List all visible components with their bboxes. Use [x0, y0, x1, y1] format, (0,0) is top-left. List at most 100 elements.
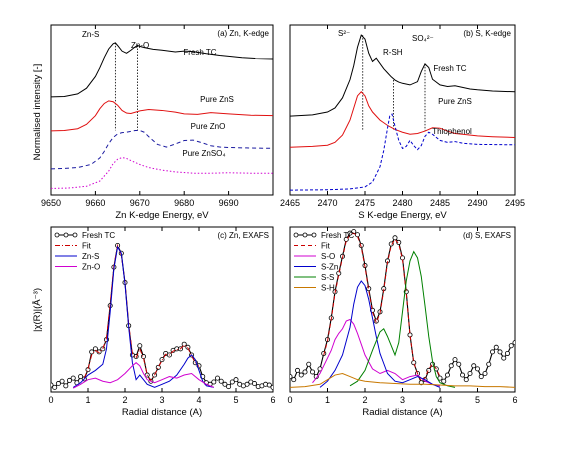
data-point	[290, 374, 293, 380]
edge-annotation: SO₄²⁻	[412, 34, 434, 43]
legend-marker	[63, 232, 69, 238]
x-tick-label: 9680	[174, 198, 194, 208]
data-point	[185, 344, 191, 350]
series-line	[290, 372, 515, 388]
data-point	[211, 379, 217, 385]
legend-label: Fit	[82, 242, 92, 251]
data-point	[489, 349, 495, 355]
legend-label: Fit	[321, 242, 331, 251]
data-point	[251, 381, 257, 387]
x-tick-label: 2495	[505, 198, 525, 208]
panel-c-zn-exafs: 0 1 2 3 4 5 6 Radial distance (A) (c) Zn, EXAFS F…	[48, 226, 276, 418]
series-line	[51, 156, 273, 189]
series-line	[290, 34, 515, 117]
data-point	[233, 377, 239, 383]
data-point	[459, 372, 465, 378]
data-point	[55, 381, 61, 387]
panel-title: (a) Zn, K-edge	[217, 29, 269, 38]
data-point	[291, 377, 297, 383]
panel-title: (c) Zn, EXAFS	[217, 231, 269, 240]
legend-marker	[311, 232, 317, 238]
x-tick-label: 2480	[392, 198, 412, 208]
x-axis-label: Radial distance (A)	[122, 407, 202, 418]
x-tick-label: 5	[475, 395, 480, 405]
x-axis-label: Radial distance (A)	[362, 407, 442, 418]
data-point	[474, 366, 480, 372]
data-point	[437, 375, 443, 381]
data-point	[471, 363, 477, 369]
data-point	[441, 378, 447, 384]
series-line	[319, 280, 441, 388]
legend-label: Fresh TC	[321, 231, 354, 240]
data-point	[266, 382, 272, 388]
data-point	[508, 343, 514, 349]
x-tick-label: 4	[437, 395, 442, 405]
x-tick-label: 1	[85, 395, 90, 405]
data-point	[59, 378, 65, 384]
x-tick-label: 2465	[280, 198, 300, 208]
data-point	[214, 375, 220, 381]
x-tick-label: 6	[270, 395, 275, 405]
series-label: Fresh TC	[183, 48, 216, 57]
y-axis-label-top: Normalised intensity [-]	[32, 64, 43, 161]
data-point	[244, 381, 250, 387]
data-point	[504, 350, 510, 356]
legend-label: S-O	[321, 252, 335, 261]
x-tick-label: 1	[325, 395, 330, 405]
data-point	[448, 363, 454, 369]
data-point	[366, 286, 372, 292]
data-point	[100, 346, 106, 352]
series-label: Pure ZnS	[200, 95, 234, 104]
x-tick-label: 6	[512, 395, 517, 405]
data-point	[444, 372, 450, 378]
x-axis-label: S K-edge Energy, eV	[358, 210, 447, 221]
data-point	[399, 255, 405, 261]
legend-label: S-Zn	[321, 263, 338, 272]
data-point	[493, 344, 499, 350]
series-line	[290, 113, 515, 191]
data-point	[512, 340, 515, 346]
data-point	[497, 349, 503, 355]
data-point	[78, 374, 84, 380]
panel-d-s-exafs: 0 1 2 3 4 5 6 Radial distance (A) (d) S, EXAFS Fr…	[287, 226, 518, 418]
data-point	[452, 357, 458, 363]
series-line	[72, 362, 214, 389]
panel-a-zn-k-edge: 9650 9660 9670 9680 9690 Zn K-edge Energy, eV…	[41, 24, 274, 221]
data-point	[63, 383, 69, 389]
legend-marker	[302, 232, 308, 238]
series-line	[349, 250, 456, 388]
data-point	[229, 379, 235, 385]
data-point	[89, 349, 95, 355]
data-point	[463, 377, 469, 383]
legend-marker	[293, 232, 299, 238]
data-point	[294, 367, 300, 373]
x-tick-label: 3	[159, 395, 164, 405]
data-point	[67, 377, 73, 383]
series-label: Pure ZnSO₄	[182, 149, 225, 158]
x-tick-label: 2470	[317, 198, 337, 208]
x-tick-label: 2	[122, 395, 127, 405]
data-point	[218, 378, 224, 384]
data-point	[140, 354, 146, 360]
data-point	[501, 355, 507, 361]
data-point	[392, 235, 398, 241]
x-axis-label: Zn K-edge Energy, eV	[115, 210, 209, 221]
data-point	[155, 364, 161, 370]
x-tick-label: 3	[400, 395, 405, 405]
x-tick-label: 2475	[355, 198, 375, 208]
legend-label: Zn-S	[82, 252, 99, 261]
x-tick-label: 9660	[85, 198, 105, 208]
x-tick-label: 2485	[430, 198, 450, 208]
x-tick-label: 9670	[130, 198, 150, 208]
series-line	[323, 232, 441, 382]
series-line	[51, 100, 273, 132]
data-point	[70, 375, 76, 381]
x-tick-label: 4	[196, 395, 201, 405]
legend-label: S-S	[321, 273, 334, 282]
data-point	[137, 343, 143, 349]
legend-label: S-H	[321, 284, 335, 293]
legend-marker	[72, 232, 78, 238]
series-line	[290, 91, 515, 148]
legend-label: Fresh TC	[82, 231, 115, 240]
series-line	[83, 243, 200, 382]
